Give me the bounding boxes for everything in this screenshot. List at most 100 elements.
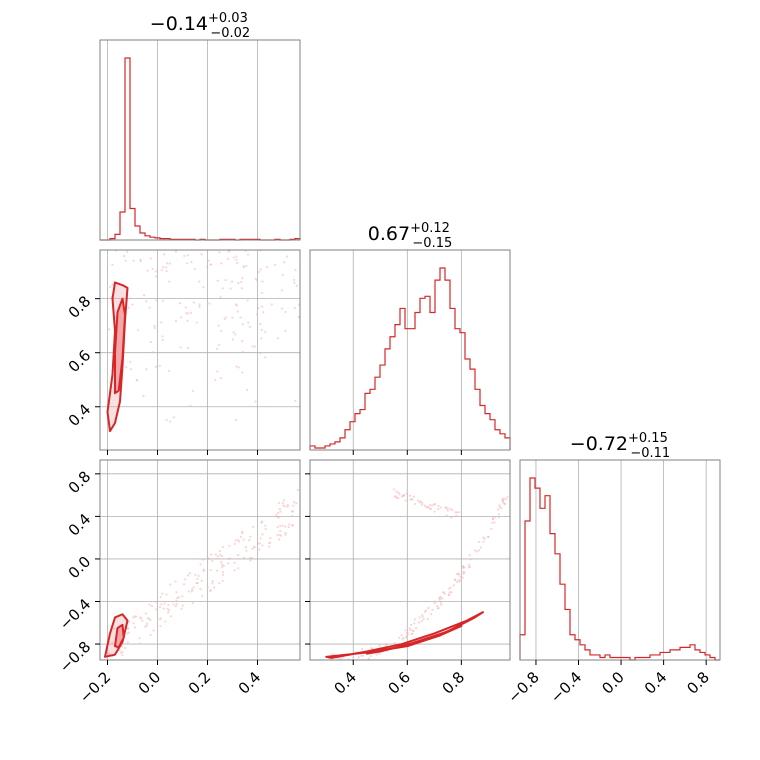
scatter-point: [161, 338, 164, 341]
panel-frame: [99, 39, 301, 241]
scatter-point: [184, 306, 187, 309]
scatter-point: [255, 279, 258, 282]
scatter-point: [186, 319, 189, 322]
scatter-point: [378, 652, 381, 656]
scatter-point: [433, 600, 436, 603]
scatter-point: [208, 302, 211, 305]
scatter-point: [233, 561, 236, 565]
scatter-point: [237, 567, 240, 570]
scatter-point: [169, 583, 172, 586]
scatter-point: [493, 521, 496, 524]
scatter-point: [198, 280, 201, 283]
scatter-point: [245, 388, 249, 391]
scatter-point: [221, 545, 225, 549]
x-tick-label: 0.8: [683, 668, 713, 698]
scatter-point: [247, 321, 250, 324]
scatter-point: [183, 254, 186, 257]
scatter-point: [195, 581, 198, 585]
scatter-point: [235, 365, 238, 368]
scatter-point: [448, 591, 451, 594]
scatter-point: [264, 524, 267, 527]
scatter-point: [241, 323, 244, 326]
scatter-point: [410, 623, 413, 626]
scatter-point: [222, 564, 225, 567]
x-tick-label: −0.2: [76, 668, 114, 706]
scatter-point: [461, 565, 465, 568]
scatter-point: [195, 321, 198, 324]
scatter-point: [261, 305, 264, 308]
scatter-point: [206, 585, 209, 589]
scatter-point: [158, 364, 161, 368]
scatter-point: [469, 558, 472, 561]
scatter-point: [279, 524, 282, 528]
scatter-point: [220, 560, 223, 564]
scatter-point: [439, 596, 442, 600]
scatter-point: [279, 510, 282, 513]
scatter-point: [166, 607, 169, 610]
scatter-point: [418, 616, 421, 619]
scatter-point: [144, 612, 147, 615]
scatter-point: [145, 368, 148, 371]
scatter-point: [220, 563, 224, 566]
hist-panel-1: 0.67+0.12 −0.15: [309, 221, 511, 451]
scatter-point: [201, 594, 204, 597]
scatter-point: [268, 541, 271, 545]
scatter-point: [218, 251, 221, 254]
scatter-point: [410, 498, 413, 501]
y-tick-label: 0.4: [65, 400, 95, 430]
scatter-point: [235, 255, 238, 258]
scatter-point: [502, 501, 505, 504]
scatter-point: [398, 636, 401, 639]
scatter-point: [277, 501, 281, 505]
scatter-point: [280, 307, 284, 310]
scatter-point: [294, 399, 297, 402]
scatter-point: [236, 310, 239, 313]
scatter-point: [232, 331, 235, 334]
scatter-point: [167, 611, 170, 614]
scatter-point: [216, 347, 219, 351]
scatter-point: [210, 263, 213, 266]
scatter-point: [237, 540, 241, 543]
scatter-point: [420, 503, 423, 506]
scatter-point: [165, 593, 168, 596]
scatter-point: [178, 302, 182, 305]
scatter-point: [121, 650, 124, 653]
scatter-point: [259, 537, 262, 540]
scatter-point: [421, 615, 424, 618]
scatter-point: [127, 627, 130, 630]
scatter-point: [422, 617, 425, 621]
scatter-point: [165, 418, 168, 422]
scatter-point: [413, 502, 417, 506]
scatter-point: [457, 572, 460, 575]
hist-panel-0: −0.14+0.03 −0.02: [99, 11, 301, 241]
scatter-point: [141, 619, 144, 622]
scatter-point: [266, 265, 269, 269]
scatter-point: [503, 502, 506, 506]
scatter-point: [212, 586, 216, 589]
hist-panel-2: −0.72+0.15 −0.11: [519, 431, 721, 661]
scatter-point: [215, 569, 219, 572]
scatter-point: [423, 504, 426, 507]
scatter-point: [378, 644, 381, 647]
scatter-point: [357, 656, 360, 659]
scatter-point: [477, 540, 480, 544]
scatter-point: [151, 351, 154, 354]
scatter-point: [232, 256, 235, 259]
scatter-point: [226, 257, 229, 260]
grid-p1_p0: [100, 250, 300, 450]
scatter-point: [125, 366, 128, 369]
scatter-point: [209, 568, 212, 572]
scatter-point: [126, 641, 129, 644]
scatter-point: [491, 521, 494, 524]
scatter-point: [148, 306, 151, 309]
scatter-point: [231, 316, 234, 319]
scatter-point: [146, 269, 149, 272]
scatter-point: [146, 616, 150, 620]
scatter-point: [185, 312, 188, 315]
scatter-point: [174, 605, 177, 608]
scatter-point: [425, 506, 428, 509]
scatter-point: [198, 305, 201, 308]
scatter-point: [231, 338, 235, 341]
panel-p1_p0: [99, 249, 301, 451]
scatter-point: [409, 628, 412, 632]
